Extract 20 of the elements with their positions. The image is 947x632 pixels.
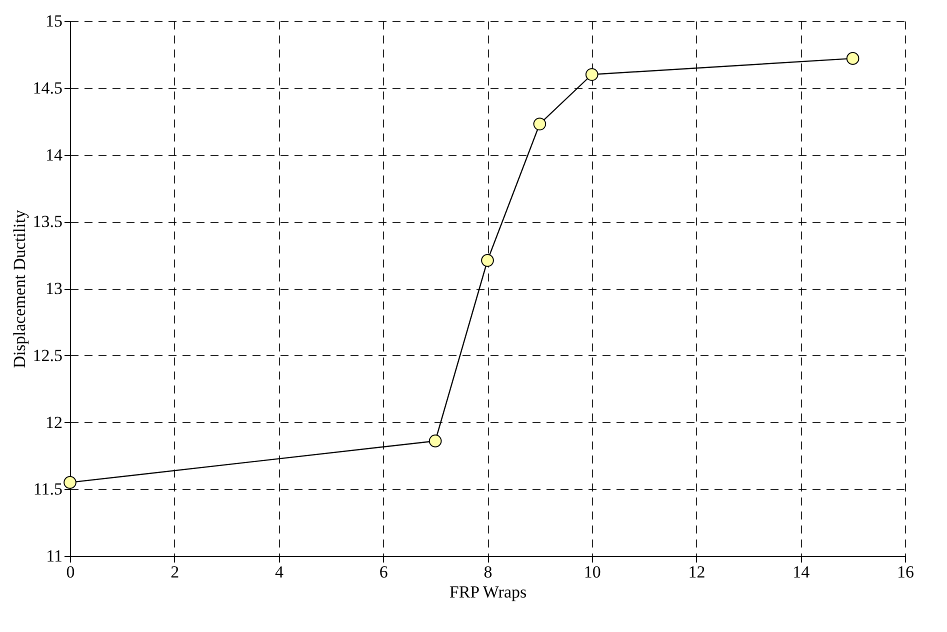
y-tick-label: 12 (46, 412, 62, 432)
y-tick-label: 14 (46, 145, 63, 164)
x-tick-label: 2 (170, 562, 180, 582)
y-tick-label: 11 (46, 546, 62, 566)
x-tick-label: 14 (792, 562, 810, 582)
y-tick-label: 14.5 (32, 78, 62, 98)
y-axis-title: Displacement Ductility (10, 209, 29, 368)
x-tick-label: 10 (584, 562, 601, 582)
x-tick-label: 4 (275, 562, 284, 582)
y-tick-label: 15 (46, 12, 62, 30)
x-axis-title: FRP Wraps (449, 582, 527, 602)
y-tick-label: 11.5 (33, 480, 62, 499)
x-tick-label: 6 (379, 562, 388, 582)
x-tick-label: 8 (484, 562, 492, 582)
x-tick-label: 16 (897, 562, 914, 582)
x-tick-label: 12 (688, 562, 706, 582)
y-tick-label: 13 (46, 279, 62, 298)
y-tick-label: 13.5 (32, 212, 62, 232)
x-tick-label: 0 (66, 562, 75, 582)
y-tick-label: 12.5 (32, 346, 62, 365)
